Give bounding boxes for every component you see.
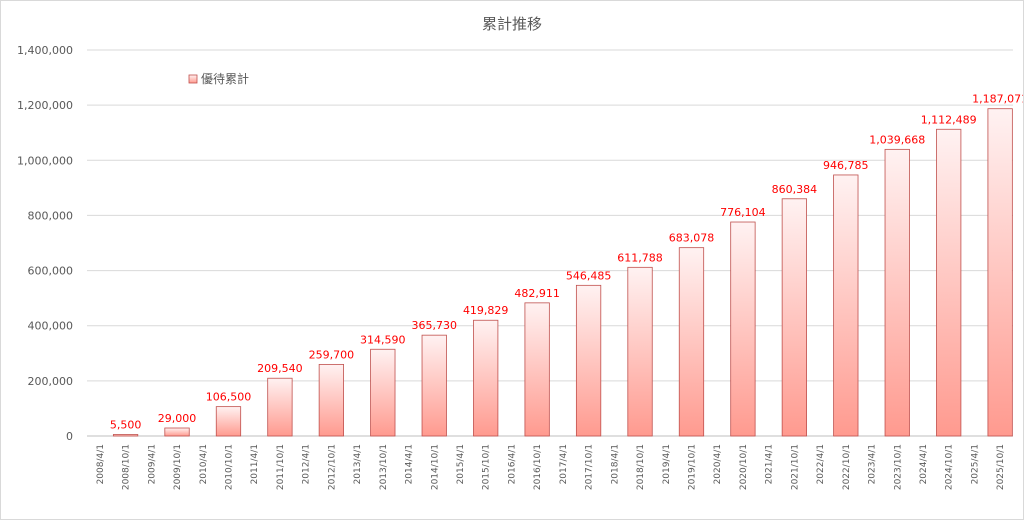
- x-tick-label: 2019/4/1: [662, 444, 672, 484]
- x-tick-label: 2018/4/1: [610, 444, 620, 484]
- data-label: 776,104: [720, 206, 766, 219]
- data-label: 365,730: [412, 319, 458, 332]
- x-tick-label: 2015/4/1: [456, 444, 466, 484]
- x-tick-label: 2018/10/1: [636, 444, 646, 490]
- bar: [678, 247, 705, 437]
- legend: 優待累計: [188, 71, 249, 86]
- x-tick-label: 2010/4/1: [199, 444, 209, 484]
- x-tick-label: 2019/10/1: [687, 444, 697, 490]
- data-label: 546,485: [566, 269, 612, 282]
- data-label: 209,540: [257, 362, 303, 375]
- x-tick-label: 2014/10/1: [430, 444, 440, 490]
- bar: [370, 348, 396, 437]
- legend-swatch: [188, 74, 198, 84]
- x-tick-label: 2009/10/1: [173, 444, 183, 490]
- x-tick-label: 2017/4/1: [559, 444, 569, 484]
- bar: [781, 198, 807, 437]
- bar: [318, 363, 344, 437]
- x-tick-label: 2015/10/1: [482, 444, 492, 490]
- x-tick-label: 2010/10/1: [224, 444, 234, 490]
- y-axis: 0 200,000 400,000 600,000 800,000 1,000,000 1,…: [17, 44, 73, 443]
- bar: [524, 302, 550, 437]
- y-tick-label: 800,000: [28, 209, 74, 222]
- x-tick-label: 2014/4/1: [405, 444, 415, 484]
- bar: [575, 284, 602, 437]
- x-tick-label: 2024/10/1: [945, 444, 955, 490]
- x-tick-label: 2023/10/1: [893, 444, 903, 490]
- data-label: 419,829: [463, 304, 509, 317]
- data-labels: 5,500 29,000 106,500 209,540 259,700 314,590 3…: [110, 93, 1023, 432]
- data-label: 860,384: [772, 183, 818, 196]
- data-label: 5,500: [110, 418, 142, 431]
- y-tick-label: 200,000: [28, 375, 74, 388]
- x-tick-label: 2008/10/1: [122, 444, 132, 490]
- bar: [473, 319, 499, 437]
- y-tick-label: 1,000,000: [17, 154, 73, 167]
- data-label: 946,785: [823, 159, 869, 172]
- x-tick-label: 2016/10/1: [533, 444, 543, 490]
- bar: [730, 221, 756, 437]
- x-tick-label: 2025/4/1: [970, 444, 980, 484]
- x-tick-label: 2024/4/1: [919, 444, 929, 484]
- x-tick-label: 2020/10/1: [739, 444, 749, 490]
- bars: [112, 108, 1013, 437]
- data-label: 1,112,489: [921, 113, 977, 126]
- x-tick-label: 2009/4/1: [147, 444, 157, 484]
- bar: [215, 406, 242, 437]
- y-tick-label: 0: [66, 430, 73, 443]
- x-tick-label: 2013/4/1: [353, 444, 363, 484]
- x-tick-label: 2016/4/1: [507, 444, 517, 484]
- data-label: 683,078: [669, 232, 715, 245]
- data-label: 314,590: [360, 333, 406, 346]
- y-tick-label: 400,000: [28, 320, 74, 333]
- chart-title: 累計推移: [482, 15, 542, 33]
- bar: [164, 427, 190, 437]
- bar: [936, 128, 962, 437]
- data-label: 611,788: [617, 251, 663, 264]
- x-tick-label: 2012/4/1: [302, 444, 312, 484]
- data-label: 259,700: [309, 348, 355, 361]
- x-tick-label: 2025/10/1: [996, 444, 1006, 490]
- data-label: 482,911: [514, 287, 560, 300]
- data-label: 1,187,071: [972, 93, 1023, 106]
- legend-label: 優待累計: [201, 71, 249, 86]
- x-tick-label: 2008/4/1: [96, 444, 106, 484]
- x-tick-label: 2012/10/1: [327, 444, 337, 490]
- bar: [987, 108, 1013, 437]
- bar: [421, 334, 447, 437]
- x-tick-label: 2023/4/1: [868, 444, 878, 484]
- data-label: 29,000: [158, 412, 197, 425]
- x-tick-label: 2011/10/1: [276, 444, 286, 490]
- data-label: 106,500: [206, 391, 252, 404]
- y-tick-label: 1,200,000: [17, 99, 73, 112]
- bar: [833, 174, 859, 437]
- gridlines: [87, 49, 1013, 437]
- data-label: 1,039,668: [869, 133, 925, 146]
- x-tick-label: 2022/4/1: [816, 444, 826, 484]
- x-tick-label: 2020/4/1: [713, 444, 723, 484]
- bar: [267, 377, 293, 437]
- y-tick-label: 600,000: [28, 265, 74, 278]
- x-tick-label: 2011/4/1: [250, 444, 260, 484]
- bar: [884, 148, 910, 437]
- x-tick-label: 2013/10/1: [379, 444, 389, 490]
- bar: [112, 434, 139, 437]
- y-tick-label: 1,400,000: [17, 44, 73, 57]
- x-tick-label: 2017/10/1: [585, 444, 595, 490]
- x-tick-label: 2021/10/1: [790, 444, 800, 490]
- x-axis: 2008/4/1 2008/10/1 2009/4/1 2009/10/1 2010/4…: [96, 444, 1006, 490]
- x-tick-label: 2022/10/1: [842, 444, 852, 490]
- x-tick-label: 2021/4/1: [765, 444, 775, 484]
- bar: [627, 266, 653, 437]
